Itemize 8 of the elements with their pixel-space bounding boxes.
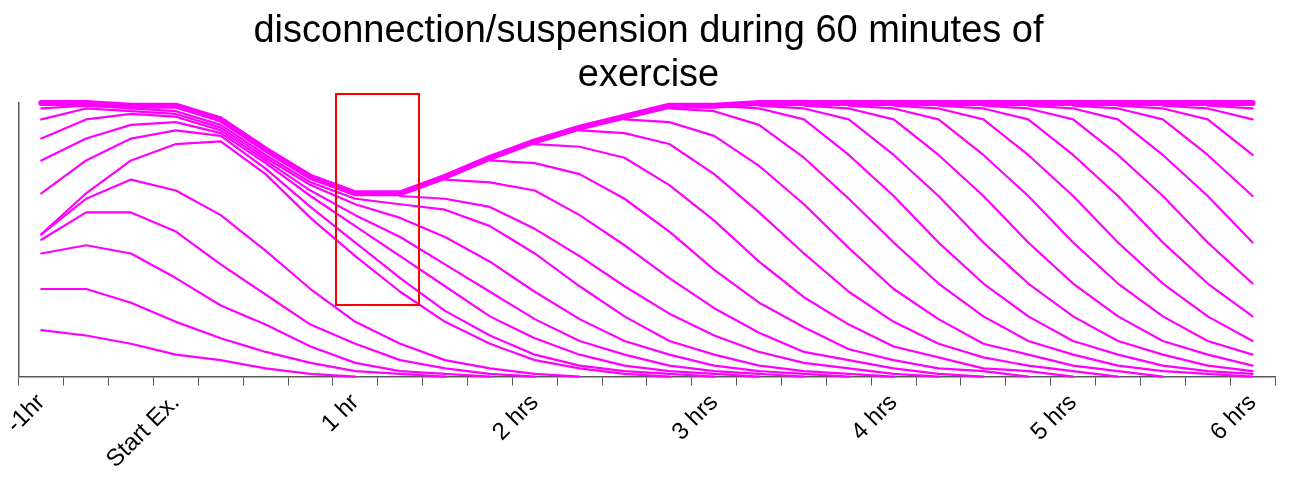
x-tick-label: 3 hrs (665, 388, 723, 446)
x-tick-label: 5 hrs (1024, 388, 1082, 446)
x-tick-label: -1hr (0, 388, 50, 438)
chart-title: disconnection/suspension during 60 minutes of exercise (252, 8, 1045, 96)
x-tick-label: 4 hrs (845, 388, 902, 446)
x-tick-label: 2 hrs (486, 388, 543, 446)
x-tick-label: 1 hr (315, 388, 364, 437)
x-tick-label: 6 hrs (1203, 388, 1261, 446)
